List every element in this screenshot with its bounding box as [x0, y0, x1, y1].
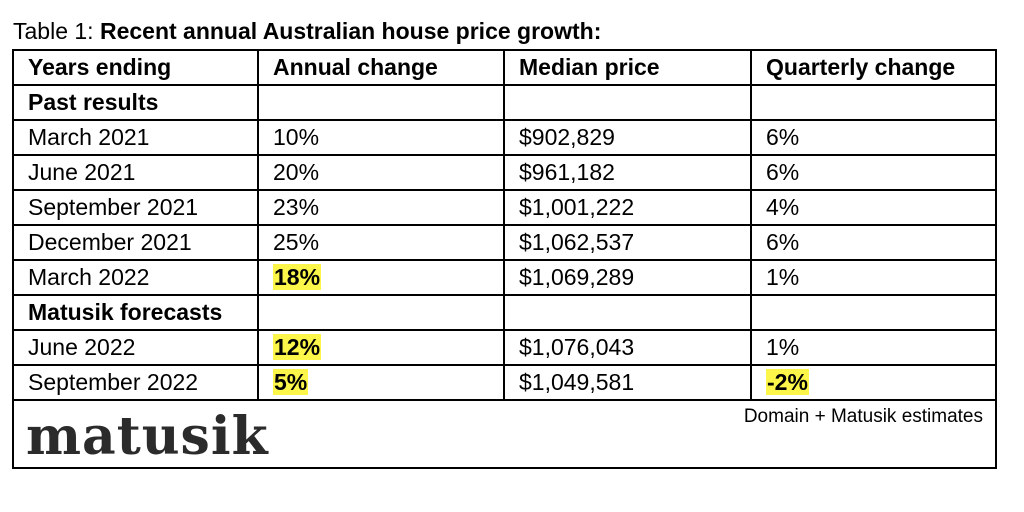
median-price-cell: $1,069,289 [503, 259, 752, 296]
annual-change-cell: 5% [257, 364, 505, 401]
quarterly-change-cell: 6% [750, 154, 997, 191]
annual-change-cell: 25% [257, 224, 505, 261]
period-cell: March 2021 [12, 119, 259, 156]
matusik-logo: matusik [26, 406, 269, 467]
quarterly-change-cell: 1% [750, 259, 997, 296]
table-row: June 2022 12% $1,076,043 1% [12, 329, 997, 366]
table-row: March 2021 10% $902,829 6% [12, 119, 997, 156]
quarterly-change-cell: -2% [750, 364, 997, 401]
annual-change-cell: 23% [257, 189, 505, 226]
quarterly-change-cell: 6% [750, 224, 997, 261]
header-row: Years ending Annual change Median price … [12, 49, 997, 86]
table-caption: Table 1: Recent annual Australian house … [13, 16, 601, 46]
footer-row: matusik Domain + Matusik estimates [12, 399, 997, 469]
annual-change-cell: 12% [257, 329, 505, 366]
quarterly-change-cell: 6% [750, 119, 997, 156]
table-row: September 2021 23% $1,001,222 4% [12, 189, 997, 226]
section-label: Past results [12, 84, 259, 121]
highlighted-value: 12% [273, 334, 322, 360]
header-quarterly-change: Quarterly change [750, 49, 997, 86]
annual-change-cell: 10% [257, 119, 505, 156]
annual-change-cell: 18% [257, 259, 505, 296]
median-price-cell: $961,182 [503, 154, 752, 191]
highlighted-value: 5% [273, 369, 309, 395]
table-row: December 2021 25% $1,062,537 6% [12, 224, 997, 261]
period-cell: June 2022 [12, 329, 259, 366]
highlighted-value: 18% [273, 264, 322, 290]
footer-cell: matusik Domain + Matusik estimates [12, 399, 997, 469]
quarterly-change-cell: 4% [750, 189, 997, 226]
annual-change-cell: 20% [257, 154, 505, 191]
median-price-cell: $1,062,537 [503, 224, 752, 261]
median-price-cell: $902,829 [503, 119, 752, 156]
table-row: June 2021 20% $961,182 6% [12, 154, 997, 191]
median-price-cell: $1,049,581 [503, 364, 752, 401]
header-median-price: Median price [503, 49, 752, 86]
table-row: September 2022 5% $1,049,581 -2% [12, 364, 997, 401]
section-row-past-results: Past results [12, 84, 997, 121]
caption-prefix: Table 1: [13, 18, 100, 44]
period-cell: September 2021 [12, 189, 259, 226]
section-row-matusik-forecasts: Matusik forecasts [12, 294, 997, 331]
period-cell: September 2022 [12, 364, 259, 401]
median-price-cell: $1,001,222 [503, 189, 752, 226]
caption-title: Recent annual Australian house price gro… [99, 18, 602, 44]
quarterly-change-cell: 1% [750, 329, 997, 366]
table-row: March 2022 18% $1,069,289 1% [12, 259, 997, 296]
period-cell: December 2021 [12, 224, 259, 261]
median-price-cell: $1,076,043 [503, 329, 752, 366]
section-label: Matusik forecasts [12, 294, 259, 331]
period-cell: March 2022 [12, 259, 259, 296]
header-annual-change: Annual change [257, 49, 505, 86]
house-price-table: Years ending Annual change Median price … [12, 49, 997, 469]
highlighted-value: -2% [766, 369, 809, 395]
period-cell: June 2021 [12, 154, 259, 191]
header-years-ending: Years ending [12, 49, 259, 86]
source-note: Domain + Matusik estimates [743, 406, 983, 427]
